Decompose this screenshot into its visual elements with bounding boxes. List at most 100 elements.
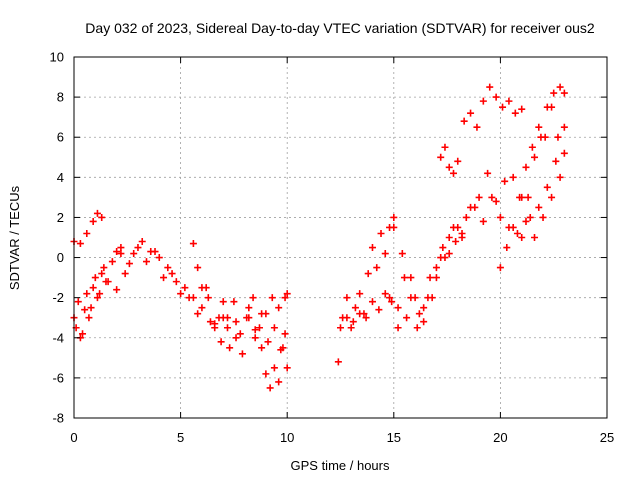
plot-frame xyxy=(73,56,608,419)
data-point xyxy=(108,258,116,266)
data-point xyxy=(283,364,291,372)
data-point xyxy=(441,143,449,151)
series-track-o xyxy=(518,83,568,241)
data-point xyxy=(79,330,87,338)
y-tick-label: 4 xyxy=(57,170,64,185)
series-track-l xyxy=(390,149,568,318)
data-point xyxy=(102,278,110,286)
data-point xyxy=(411,294,419,302)
data-point xyxy=(93,209,101,217)
data-point xyxy=(501,177,509,185)
series-track-a xyxy=(70,209,106,248)
data-point xyxy=(142,258,150,266)
data-point xyxy=(83,290,91,298)
data-point xyxy=(160,274,168,282)
data-point xyxy=(381,290,389,298)
data-point xyxy=(560,149,568,157)
data-point xyxy=(449,223,457,231)
data-point xyxy=(526,213,534,221)
data-point xyxy=(98,213,106,221)
data-point xyxy=(528,143,536,151)
data-point xyxy=(347,324,355,332)
data-point xyxy=(121,270,129,278)
data-point xyxy=(432,274,440,282)
data-point xyxy=(85,314,93,322)
data-point xyxy=(168,270,176,278)
data-point xyxy=(181,284,189,292)
data-point xyxy=(509,173,517,181)
data-point xyxy=(270,324,278,332)
data-point xyxy=(368,244,376,252)
data-point xyxy=(89,217,97,225)
chart-title: Day 032 of 2023, Sidereal Day-to-day VTE… xyxy=(85,20,595,36)
series-track-m xyxy=(437,83,526,177)
data-point xyxy=(275,304,283,312)
data-point xyxy=(281,294,289,302)
data-point xyxy=(484,169,492,177)
data-point xyxy=(277,346,285,354)
data-point xyxy=(185,294,193,302)
data-point xyxy=(117,244,125,252)
data-point xyxy=(245,314,253,322)
data-point xyxy=(467,109,475,117)
x-tick-label: 20 xyxy=(493,430,507,445)
data-point xyxy=(81,306,89,314)
data-point xyxy=(83,229,91,237)
data-point xyxy=(356,310,364,318)
data-point xyxy=(552,157,560,165)
data-point xyxy=(400,274,408,282)
data-point xyxy=(535,203,543,211)
data-point xyxy=(556,83,564,91)
y-tick-label: 0 xyxy=(57,250,64,265)
data-point xyxy=(283,290,291,298)
data-point xyxy=(91,274,99,282)
grid-lines xyxy=(74,57,607,418)
data-point xyxy=(524,193,532,201)
data-point xyxy=(394,304,402,312)
data-point xyxy=(560,123,568,131)
data-point xyxy=(226,344,234,352)
data-point xyxy=(89,284,97,292)
series-track-j xyxy=(337,229,466,332)
data-point xyxy=(232,334,240,342)
data-point xyxy=(467,203,475,211)
data-point xyxy=(204,294,212,302)
data-point xyxy=(266,384,274,392)
data-point xyxy=(236,330,244,338)
data-point xyxy=(117,250,125,258)
data-point xyxy=(206,318,214,326)
data-point xyxy=(255,324,263,332)
data-point xyxy=(426,274,434,282)
data-point xyxy=(522,217,530,225)
data-point xyxy=(503,244,511,252)
data-point xyxy=(454,157,462,165)
data-point xyxy=(543,103,551,111)
data-point xyxy=(390,213,398,221)
x-tick-label: 15 xyxy=(387,430,401,445)
data-point xyxy=(445,234,453,241)
data-point xyxy=(351,304,359,312)
data-point xyxy=(349,318,357,326)
data-point xyxy=(198,304,206,312)
data-points xyxy=(70,83,568,392)
data-point xyxy=(189,240,197,248)
data-point xyxy=(337,324,344,332)
data-point xyxy=(270,364,278,372)
tick-labels: 0 5 10 15 20 25 -8 -6 -4 -2 0 2 4 6 8 10 xyxy=(50,50,615,446)
data-point xyxy=(516,193,524,201)
data-point xyxy=(420,318,428,326)
data-point xyxy=(531,234,539,241)
x-tick-label: 0 xyxy=(70,430,77,445)
series-track-b xyxy=(70,244,125,338)
data-point xyxy=(93,294,101,302)
x-tick-label: 5 xyxy=(177,430,184,445)
y-tick-label: 6 xyxy=(57,130,64,145)
data-point xyxy=(432,264,440,272)
y-axis-label: SDTVAR / TECUs xyxy=(7,185,22,290)
data-point xyxy=(424,294,432,302)
y-tick-label: -2 xyxy=(52,290,64,305)
x-tick-label: 25 xyxy=(600,430,614,445)
data-point xyxy=(268,294,276,302)
data-point xyxy=(362,314,370,322)
data-point xyxy=(462,213,470,221)
